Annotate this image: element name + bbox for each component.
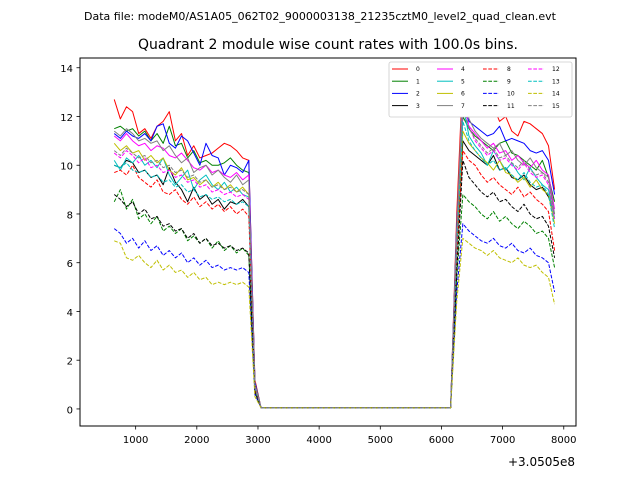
x-tick-label: 6000 [429, 435, 454, 446]
x-tick-label: 5000 [368, 435, 393, 446]
y-tick-label: 14 [60, 64, 73, 75]
legend-label-8: 8 [507, 66, 511, 73]
y-tick-label: 0 [67, 405, 73, 416]
legend-label-4: 4 [461, 66, 465, 73]
x-offset-label: +3.0505e8 [508, 455, 575, 469]
y-tick-label: 12 [60, 113, 73, 124]
legend-box [388, 61, 573, 118]
chart-title: Quadrant 2 module wise count rates with … [138, 37, 518, 53]
legend-label-9: 9 [507, 78, 511, 85]
legend-label-13: 13 [552, 78, 560, 85]
series-line-13 [114, 120, 556, 409]
y-tick-label: 4 [67, 308, 73, 319]
plot-area [80, 58, 576, 426]
series-line-15 [113, 101, 556, 409]
series-line-14 [114, 237, 556, 409]
legend-label-3: 3 [416, 103, 420, 110]
series-line-12 [113, 96, 556, 409]
x-tick-label: 2000 [184, 435, 209, 446]
y-tick-label: 8 [67, 210, 73, 221]
legend-label-12: 12 [552, 66, 560, 73]
series-line-10 [113, 223, 556, 409]
y-tick-label: 2 [67, 357, 73, 368]
y-tick-label: 10 [60, 162, 73, 173]
y-axis: 0 2 4 6 8 10 12 14 [60, 64, 80, 416]
x-tick-label: 3000 [245, 435, 270, 446]
x-axis: 1000 2000 3000 4000 5000 6000 7000 8000 [123, 426, 576, 446]
legend-label-14: 14 [552, 91, 560, 98]
y-tick-label: 6 [67, 259, 73, 270]
legend-label-6: 6 [461, 91, 465, 98]
series-layer [113, 72, 556, 409]
legend-label-2: 2 [416, 91, 420, 98]
plot-frame [79, 57, 577, 427]
x-tick-label: 1000 [123, 435, 148, 446]
x-tick-label: 8000 [551, 435, 576, 446]
legend-label-1: 1 [416, 78, 420, 85]
legend-label-7: 7 [461, 103, 465, 110]
x-tick-label: 4000 [306, 435, 331, 446]
legend-label-0: 0 [416, 66, 420, 73]
x-tick-label: 7000 [490, 435, 515, 446]
figure-suptitle: Data file: modeM0/AS1A05_062T02_90000031… [84, 10, 557, 23]
legend-label-10: 10 [507, 91, 515, 98]
legend-label-15: 15 [552, 103, 560, 110]
legend-label-5: 5 [461, 78, 465, 85]
legend-label-11: 11 [507, 103, 515, 110]
